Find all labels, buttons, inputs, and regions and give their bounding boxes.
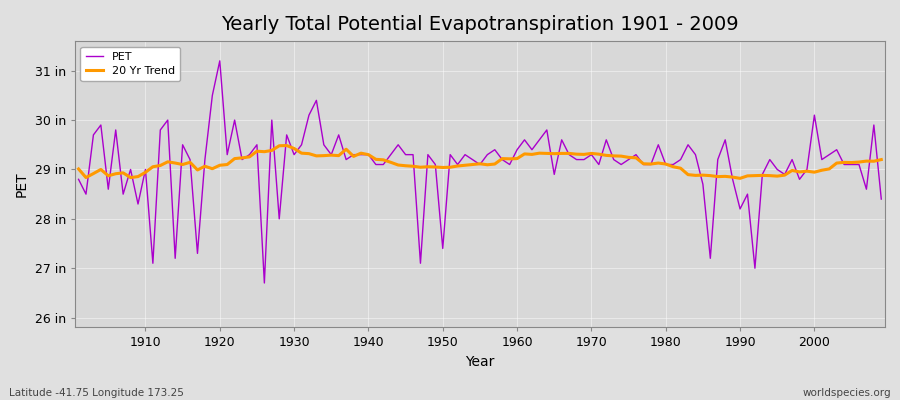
Line: 20 Yr Trend: 20 Yr Trend xyxy=(78,146,881,178)
PET xyxy=(519,138,530,142)
20 Yr Trend xyxy=(608,154,619,158)
Title: Yearly Total Potential Evapotranspiration 1901 - 2009: Yearly Total Potential Evapotranspiratio… xyxy=(221,15,739,34)
20 Yr Trend xyxy=(734,176,745,181)
Text: worldspecies.org: worldspecies.org xyxy=(803,388,891,398)
PET xyxy=(132,202,143,206)
20 Yr Trend xyxy=(132,174,143,179)
20 Yr Trend xyxy=(348,154,359,159)
20 Yr Trend xyxy=(512,156,523,161)
20 Yr Trend xyxy=(876,157,886,162)
20 Yr Trend xyxy=(303,151,314,156)
PET xyxy=(526,147,537,152)
20 Yr Trend xyxy=(519,152,530,156)
PET xyxy=(356,152,366,157)
Text: Latitude -41.75 Longitude 173.25: Latitude -41.75 Longitude 173.25 xyxy=(9,388,184,398)
Line: PET: PET xyxy=(78,61,881,283)
Y-axis label: PET: PET xyxy=(15,172,29,197)
Legend: PET, 20 Yr Trend: PET, 20 Yr Trend xyxy=(80,47,180,81)
PET xyxy=(616,162,626,167)
X-axis label: Year: Year xyxy=(465,355,495,369)
20 Yr Trend xyxy=(73,166,84,171)
PET xyxy=(311,98,322,103)
PET xyxy=(214,58,225,63)
20 Yr Trend xyxy=(282,143,292,148)
PET xyxy=(259,280,270,285)
PET xyxy=(73,177,84,182)
PET xyxy=(876,197,886,202)
